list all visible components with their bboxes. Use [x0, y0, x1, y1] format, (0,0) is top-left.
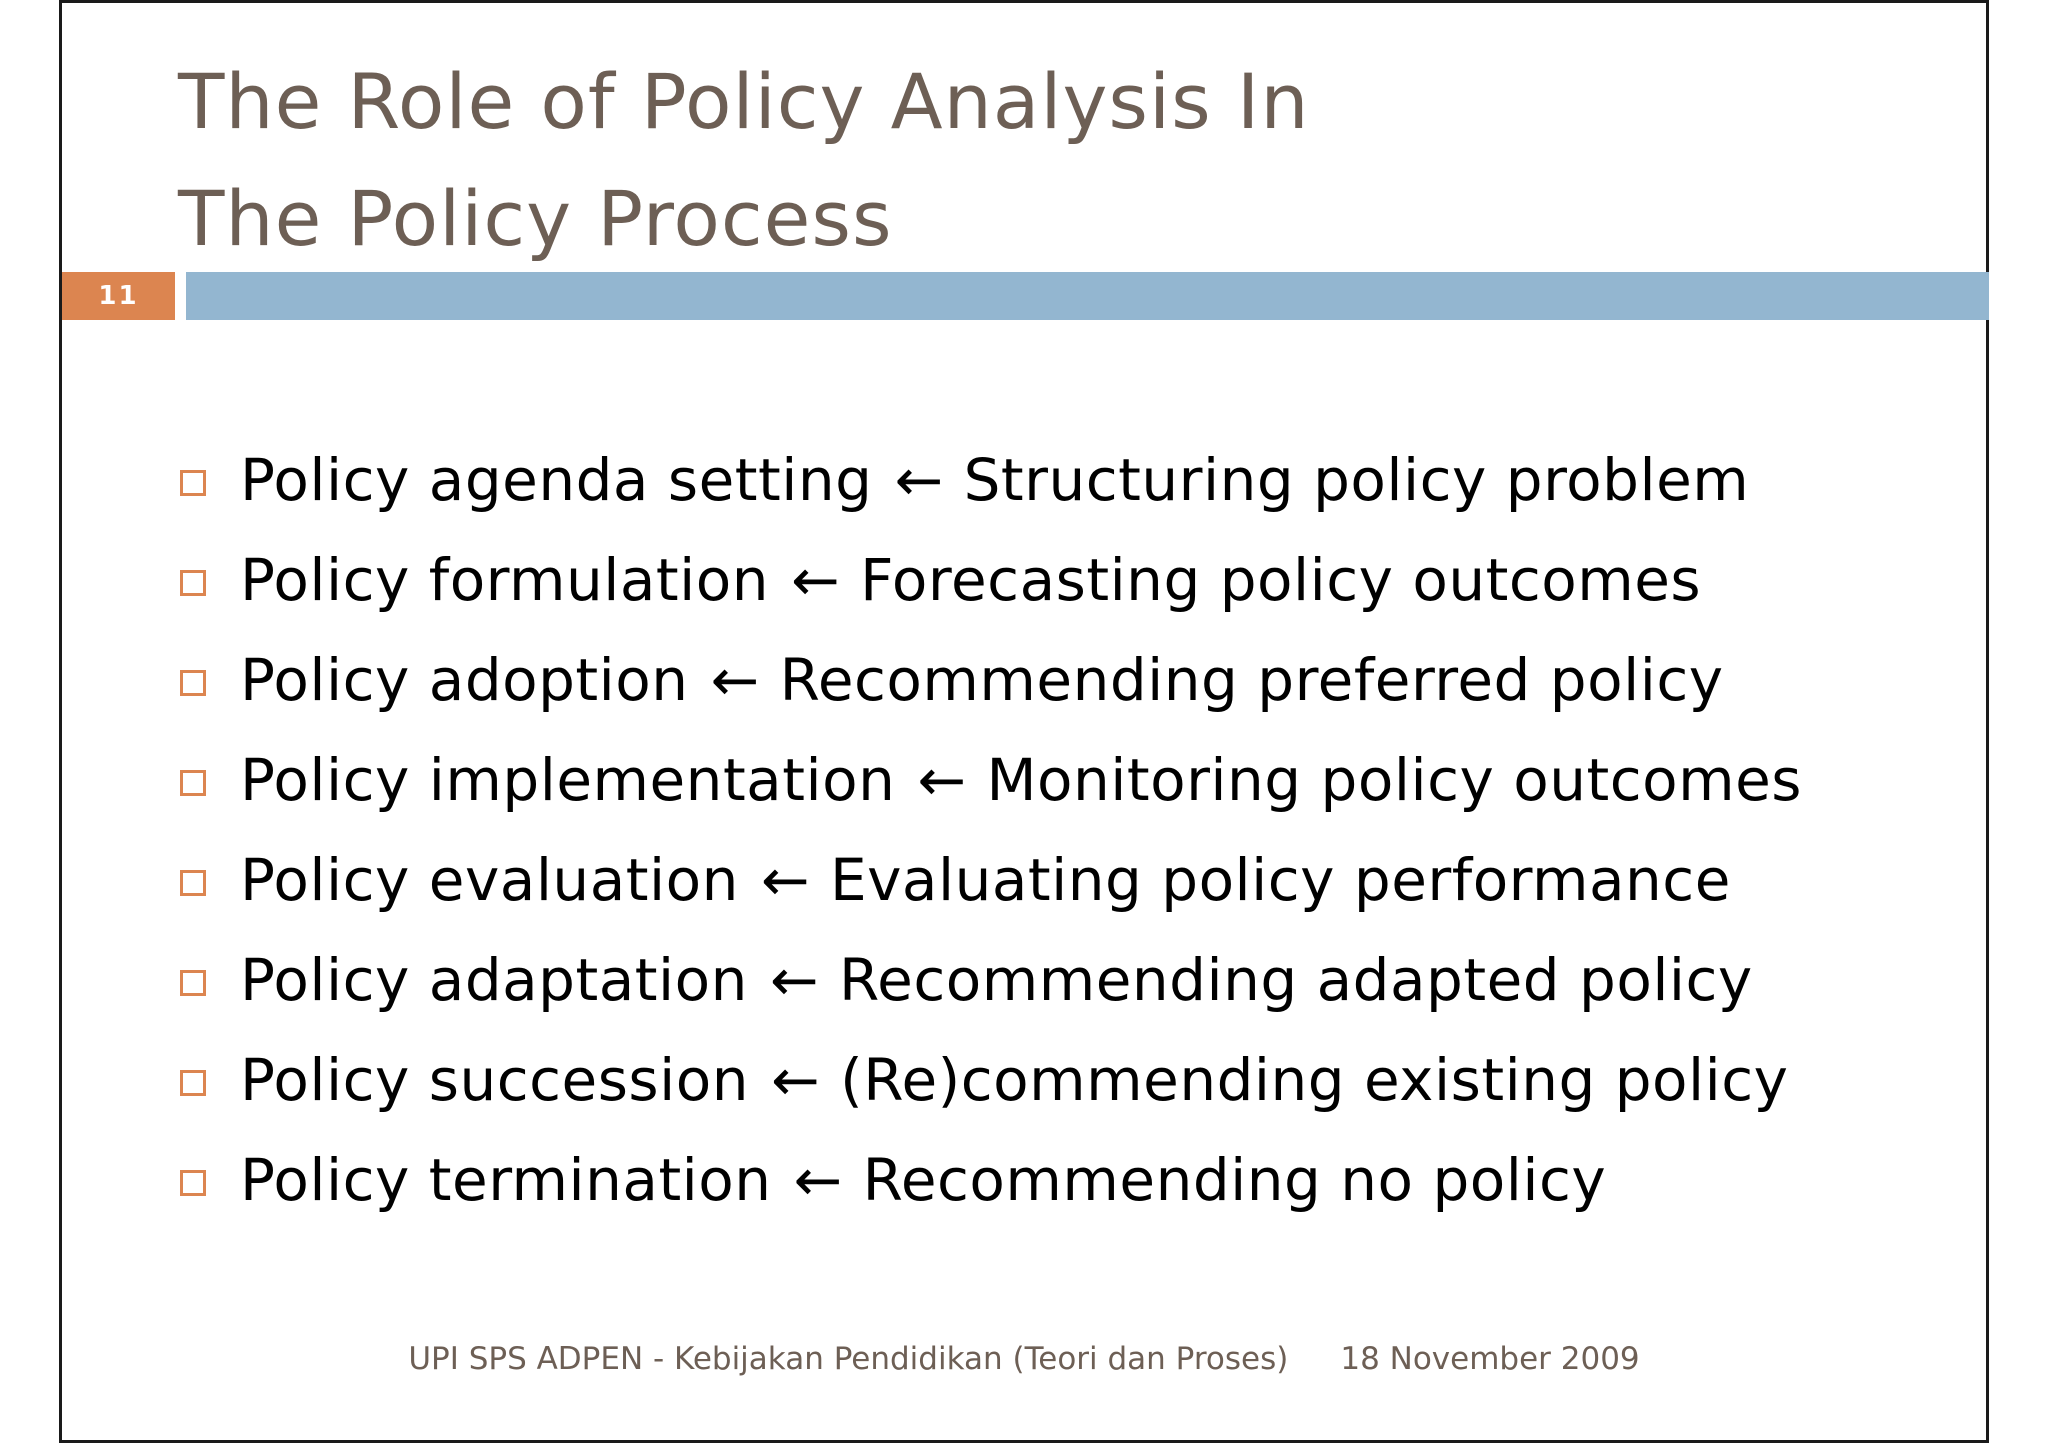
policy-stage: Policy evaluation [240, 846, 739, 914]
bullet-text: Policy termination ← Recommending no polic… [240, 1146, 1606, 1214]
left-arrow-icon: ← [894, 446, 944, 514]
analysis-method: Evaluating policy performance [829, 846, 1731, 914]
policy-stage: Policy formulation [240, 546, 770, 614]
title-divider-bar [186, 272, 1989, 320]
list-item: Policy adaptation ← Recommending adapted p… [180, 930, 1802, 1030]
bullet-text: Policy adaptation ← Recommending adapted p… [240, 946, 1753, 1014]
left-arrow-icon: ← [771, 1046, 821, 1114]
square-bullet-icon [180, 970, 206, 996]
left-arrow-icon: ← [760, 846, 810, 914]
analysis-method: Forecasting policy outcomes [860, 546, 1702, 614]
policy-stage: Policy termination [240, 1146, 772, 1214]
policy-stage: Policy implementation [240, 746, 896, 814]
left-arrow-icon: ← [791, 546, 841, 614]
policy-stage: Policy succession [240, 1046, 750, 1114]
bullet-text: Policy implementation ← Monitoring policy … [240, 746, 1802, 814]
left-arrow-icon: ← [769, 946, 819, 1014]
list-item: Policy implementation ← Monitoring policy … [180, 730, 1802, 830]
square-bullet-icon [180, 770, 206, 796]
analysis-method: Recommending preferred policy [779, 646, 1724, 714]
policy-stage: Policy agenda setting [240, 446, 873, 514]
slide-footer: UPI SPS ADPEN - Kebijakan Pendidikan (Te… [62, 1341, 1986, 1377]
bullet-text: Policy adoption ← Recommending preferred p… [240, 646, 1724, 714]
analysis-method: Recommending adapted policy [838, 946, 1753, 1014]
bullet-text: Policy evaluation ← Evaluating policy perf… [240, 846, 1731, 914]
slide-title-line-2: The Policy Process [178, 174, 893, 263]
left-arrow-icon: ← [793, 1146, 843, 1214]
list-item: Policy succession ← (Re)commending existin… [180, 1030, 1802, 1130]
list-item: Policy formulation ← Forecasting policy ou… [180, 530, 1802, 630]
square-bullet-icon [180, 470, 206, 496]
slide: The Role of Policy Analysis In The Polic… [59, 0, 1989, 1443]
left-arrow-icon: ← [917, 746, 967, 814]
bullet-text: Policy formulation ← Forecasting policy ou… [240, 546, 1701, 614]
policy-stage: Policy adoption [240, 646, 689, 714]
left-arrow-icon: ← [710, 646, 760, 714]
slide-title: The Role of Policy Analysis In The Polic… [178, 43, 1309, 277]
bullet-list: Policy agenda setting ← Structuring policy… [180, 430, 1802, 1230]
footer-date: 18 November 2009 [1340, 1341, 1640, 1377]
analysis-method: Monitoring policy outcomes [986, 746, 1802, 814]
analysis-method: Structuring policy problem [963, 446, 1750, 514]
square-bullet-icon [180, 570, 206, 596]
bullet-text: Policy succession ← (Re)commending existin… [240, 1046, 1788, 1114]
square-bullet-icon [180, 1070, 206, 1096]
list-item: Policy termination ← Recommending no polic… [180, 1130, 1802, 1230]
list-item: Policy evaluation ← Evaluating policy perf… [180, 830, 1802, 930]
slide-number: 11 [62, 272, 175, 320]
bullet-text: Policy agenda setting ← Structuring policy… [240, 446, 1749, 514]
policy-stage: Policy adaptation [240, 946, 748, 1014]
slide-title-line-1: The Role of Policy Analysis In [178, 57, 1310, 146]
square-bullet-icon [180, 670, 206, 696]
analysis-method: (Re)commending existing policy [840, 1046, 1789, 1114]
square-bullet-icon [180, 870, 206, 896]
analysis-method: Recommending no policy [862, 1146, 1607, 1214]
list-item: Policy adoption ← Recommending preferred p… [180, 630, 1802, 730]
footer-course-text: UPI SPS ADPEN - Kebijakan Pendidikan (Te… [408, 1341, 1289, 1377]
list-item: Policy agenda setting ← Structuring policy… [180, 430, 1802, 530]
square-bullet-icon [180, 1170, 206, 1196]
